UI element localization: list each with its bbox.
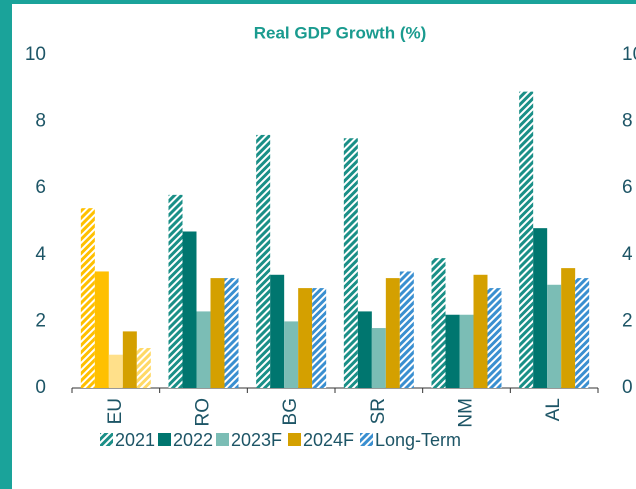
bar [487,288,502,388]
legend-label: 2022 [173,430,213,450]
bar [533,228,548,388]
legend-label: 2023F [231,430,282,450]
bar [431,258,446,388]
side-strip [0,0,12,489]
y2-tick-label: 8 [622,111,633,132]
y2-tick-label: 2 [622,310,633,331]
bar [80,208,95,388]
y2-tick-label: 6 [622,177,633,198]
y-tick-label: 10 [25,44,46,65]
y-tick-label: 8 [35,111,46,132]
legend-label: 2024F [303,430,354,450]
legend-swatch [360,433,373,446]
bar [182,231,197,388]
y2-tick-label: 10 [622,44,636,65]
x-tick-label: NM [456,398,477,428]
legend-swatch [158,433,171,446]
bar [108,354,123,388]
y-tick-label: 4 [35,244,46,265]
bar [371,328,386,388]
bar [122,331,137,388]
y-tick-label: 2 [35,310,46,331]
legend-label: 2021 [115,430,155,450]
legend-swatch [216,433,229,446]
x-tick-label: SR [368,398,389,424]
bar [399,271,414,388]
bar [357,311,372,388]
y-tick-label: 6 [35,177,46,198]
x-tick-label: EU [105,398,126,424]
x-tick-label: AL [543,398,564,421]
bar [136,348,151,388]
legend-swatch [288,433,301,446]
bar [284,321,299,388]
bar [445,314,460,388]
x-tick-label: BG [280,398,301,425]
bar [459,314,474,388]
chart-title: Real GDP Growth (%) [254,23,427,42]
legend-label: Long-Term [375,430,461,450]
y2-tick-label: 4 [622,244,633,265]
bar [224,278,239,388]
bar [256,134,271,388]
bar [519,91,534,388]
bar [298,288,313,388]
top-strip [0,0,636,4]
y-tick-label: 0 [35,377,46,398]
bar [210,278,225,388]
bar [270,274,285,388]
bar [94,271,109,388]
bar [385,278,400,388]
legend-swatch [100,433,113,446]
bar [575,278,590,388]
bar [168,194,183,388]
bar [561,268,576,388]
y2-tick-label: 0 [622,377,633,398]
bar [343,138,358,388]
bar [196,311,211,388]
x-tick-label: RO [193,398,214,427]
bar [312,288,327,388]
bar [473,274,488,388]
bar [547,284,562,388]
